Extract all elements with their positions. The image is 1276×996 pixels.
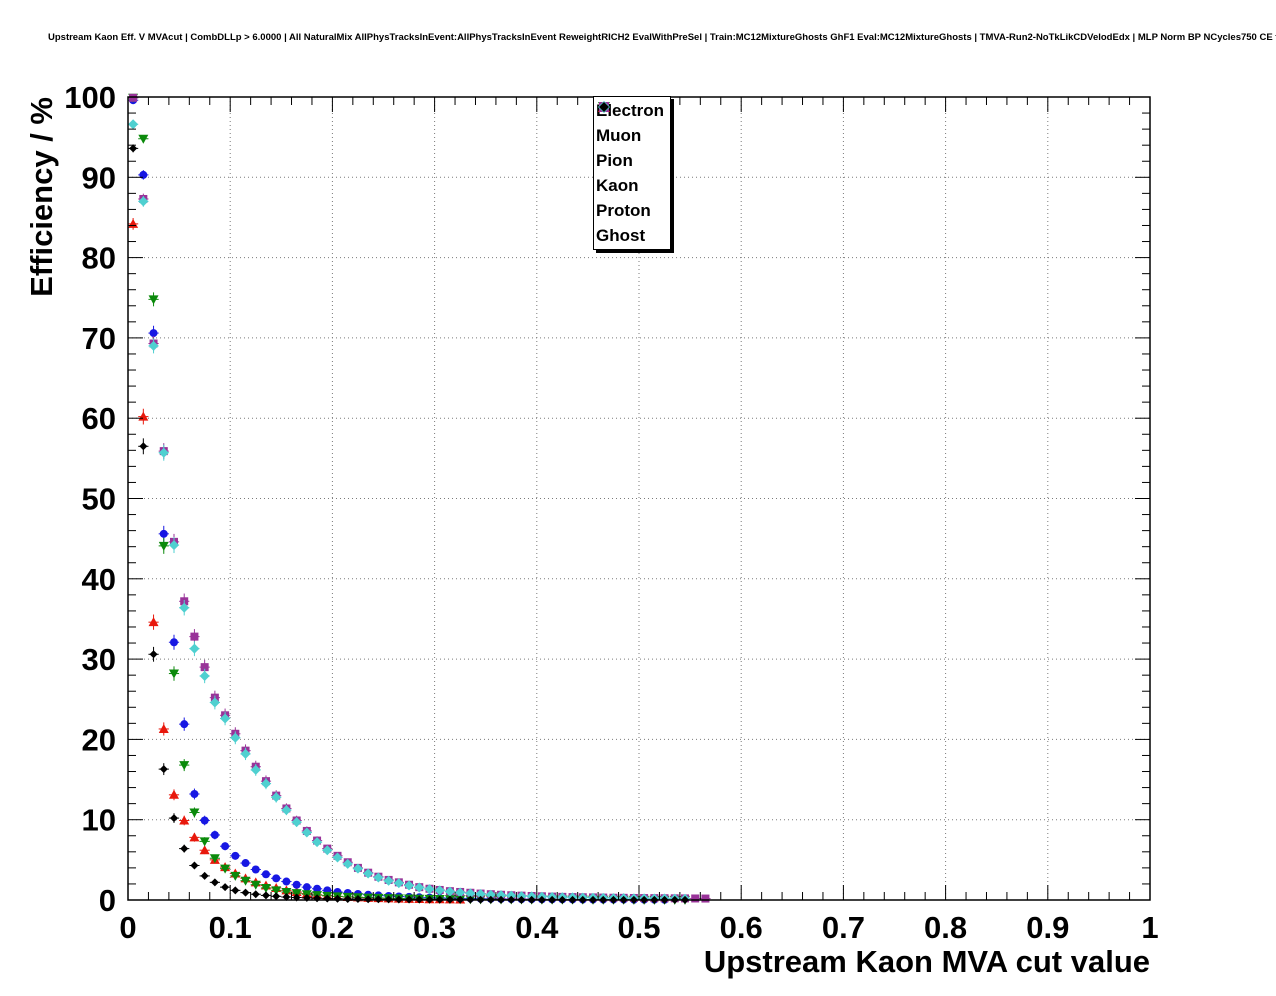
y-tick-label: 70 bbox=[82, 321, 116, 356]
y-tick-label: 100 bbox=[64, 80, 116, 115]
legend-label: Proton bbox=[596, 201, 651, 220]
y-tick-label: 90 bbox=[82, 160, 116, 195]
series-ghost bbox=[128, 144, 691, 904]
y-tick-label: 30 bbox=[82, 642, 116, 677]
legend-entry-proton: Proton bbox=[596, 101, 664, 223]
legend-label: Muon bbox=[596, 126, 642, 145]
tick-label-layer: 00 0.1 10 0.2 20 0.3 30 0.4 40 0.5 50 0.6 60 0.7 70 0.8… bbox=[64, 80, 1158, 945]
legend-entry-pion: Pion bbox=[596, 102, 664, 173]
series-muon bbox=[128, 96, 670, 904]
y-tick-label: 20 bbox=[82, 722, 116, 757]
plot-title: Upstream Kaon Eff. V MVAcut | CombDLLp >… bbox=[48, 32, 1276, 43]
legend-entry-ghost: Ghost bbox=[596, 102, 664, 248]
x-tick-label: 0.3 bbox=[413, 910, 456, 945]
legend-entry-muon: Muon bbox=[596, 102, 664, 148]
legend-label: Electron bbox=[596, 101, 665, 120]
y-tick-label: 40 bbox=[82, 562, 116, 597]
legend-label: Kaon bbox=[596, 176, 639, 195]
x-axis-title: Upstream Kaon MVA cut value bbox=[704, 944, 1150, 979]
legend-entry-kaon: Kaon bbox=[596, 102, 664, 198]
x-tick-label: 0.8 bbox=[924, 910, 967, 945]
x-tick-label: 0.5 bbox=[617, 910, 660, 945]
legend: Electron Muon Pion Kaon Proton Ghost bbox=[593, 96, 672, 250]
x-tick-label: 0.1 bbox=[209, 910, 252, 945]
y-tick-label: 10 bbox=[82, 803, 116, 838]
x-tick-label: 0.6 bbox=[720, 910, 763, 945]
x-tick-label: 0.7 bbox=[822, 910, 865, 945]
series-electron bbox=[128, 218, 466, 904]
x-tick-label: 0.2 bbox=[311, 910, 354, 945]
y-tick-label: 0 bbox=[99, 883, 116, 918]
legend-label: Pion bbox=[596, 151, 633, 170]
y-tick-label: 80 bbox=[82, 241, 116, 276]
y-axis-title: Efficiency / % bbox=[24, 97, 59, 297]
diamond-marker-icon bbox=[599, 102, 609, 112]
x-tick-label: 0.9 bbox=[1026, 910, 1069, 945]
y-tick-label: 60 bbox=[82, 401, 116, 436]
x-tick-label: 0 bbox=[119, 910, 136, 945]
legend-label: Ghost bbox=[596, 226, 646, 245]
x-tick-label: 0.4 bbox=[515, 910, 559, 945]
x-tick-label: 1 bbox=[1141, 910, 1158, 945]
y-tick-label: 50 bbox=[82, 482, 116, 517]
